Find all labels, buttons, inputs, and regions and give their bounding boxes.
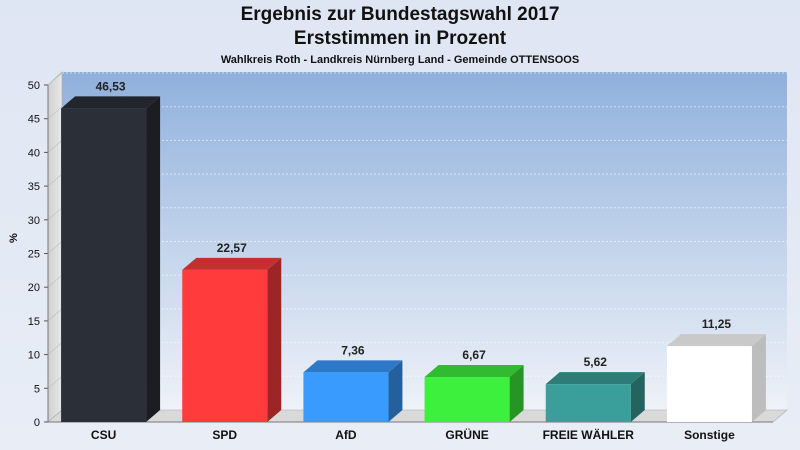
bar	[61, 96, 161, 422]
y-tick-label: 45	[28, 114, 40, 126]
gridline-side	[47, 106, 63, 119]
bar-top	[424, 365, 524, 378]
y-tick-label: 40	[28, 147, 40, 159]
bar	[666, 334, 766, 422]
gridline-side	[47, 376, 63, 389]
bar-top	[545, 372, 645, 385]
bar-top	[61, 96, 161, 109]
gridline-side	[47, 274, 63, 288]
gridline-side	[47, 72, 63, 86]
y-tick-label: 20	[28, 282, 40, 294]
bar	[545, 372, 645, 422]
bar-side	[751, 334, 766, 422]
y-tick-label: 35	[28, 181, 40, 193]
bar-value-label: 46,53	[96, 79, 126, 93]
bar-top	[666, 334, 766, 347]
bar-front	[424, 377, 510, 422]
x-tick-label: CSU	[91, 428, 116, 442]
bar-front	[61, 108, 147, 422]
bar-value-label: 7,36	[341, 343, 365, 357]
bar-top	[182, 257, 282, 270]
bar	[303, 360, 403, 422]
y-tick-label: 15	[28, 316, 40, 328]
y-tick-label: 25	[28, 249, 40, 261]
bar-value-label: 11,25	[702, 317, 732, 331]
gridline-side	[47, 140, 63, 153]
chart-subsubtitle: Wahlkreis Roth - Landkreis Nürnberg Land…	[220, 54, 580, 66]
bar-value-label: 22,57	[217, 241, 247, 255]
y-tick-label: 5	[34, 383, 40, 395]
gridline-side	[47, 308, 63, 322]
bar-front	[303, 372, 389, 422]
bar-front	[545, 384, 631, 422]
bar-side	[267, 257, 282, 422]
x-tick-label: AfD	[335, 428, 357, 442]
bar-side	[509, 365, 524, 422]
bar-side	[388, 360, 403, 422]
bar-front	[182, 269, 268, 422]
x-tick-label: FREIE WÄHLER	[543, 427, 635, 442]
bar	[424, 365, 524, 422]
gridline-side	[47, 241, 63, 254]
bar-value-label: 5,62	[584, 355, 608, 369]
y-tick-label: 0	[34, 417, 40, 429]
x-tick-label: SPD	[212, 428, 237, 442]
gridline-side	[47, 342, 63, 355]
bar-side	[630, 372, 645, 422]
gridline-side	[47, 173, 63, 187]
y-tick-label: 30	[28, 215, 40, 227]
x-tick-label: Sonstige	[684, 428, 735, 442]
bar-value-label: 6,67	[462, 348, 486, 362]
y-tick-label: 50	[28, 80, 40, 92]
bar-front	[666, 346, 752, 422]
plot-side-wall	[47, 71, 63, 423]
chart-title: Ergebnis zur Bundestagswahl 2017	[240, 4, 560, 25]
y-tick-label: 10	[28, 350, 40, 362]
x-tick-label: GRÜNE	[445, 427, 488, 442]
chart-subtitle: Erststimmen in Prozent	[293, 28, 507, 49]
bar	[182, 257, 282, 422]
bar-top	[303, 360, 403, 373]
gridline-side	[47, 207, 63, 221]
bar-side	[146, 96, 161, 422]
